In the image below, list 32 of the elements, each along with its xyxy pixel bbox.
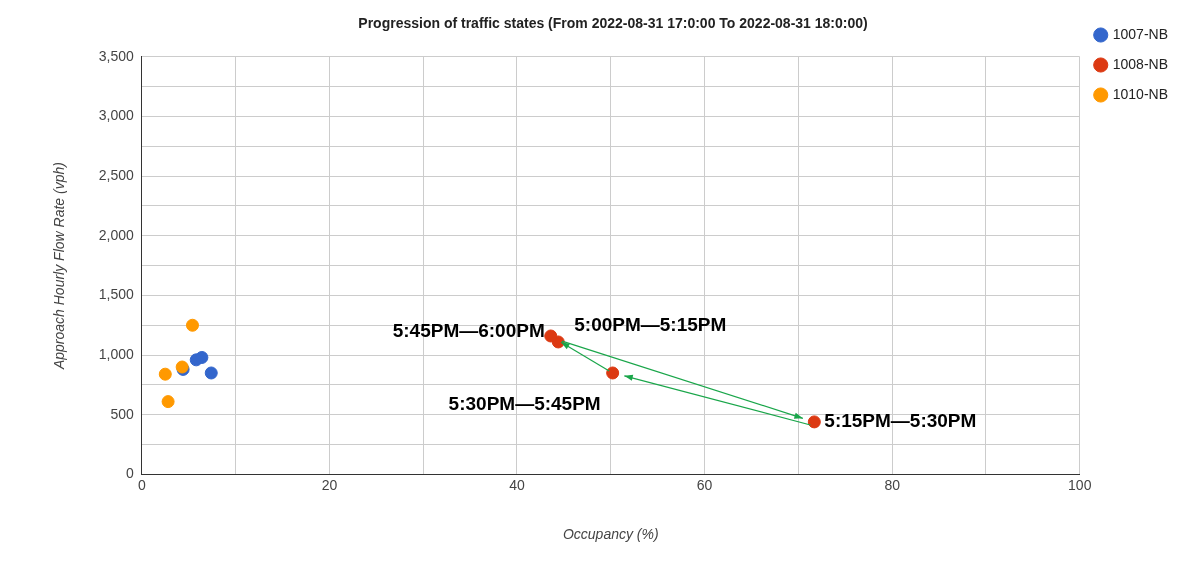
point	[544, 329, 558, 343]
y-axis-title: Approach Hourly Flow Rate (vph)	[51, 162, 68, 371]
point	[158, 367, 172, 381]
y-tick-label: 3,500	[98, 47, 135, 64]
y-tick-label: 3,000	[98, 107, 135, 124]
legend-label: 1008-NB	[1112, 55, 1169, 72]
chart-title: Progression of traffic states (From 2022-08-31 17:0:00 To 2022-08-31 18:0:00)	[358, 15, 868, 32]
y-tick-label: 1,000	[98, 345, 135, 362]
legend-label: 1007-NB	[1112, 25, 1169, 42]
y-tick-label: 0	[126, 465, 135, 482]
point	[195, 350, 209, 364]
y-tick-label: 1,500	[98, 286, 135, 303]
annotation: 5:15PM—5:30PM	[824, 410, 977, 432]
x-tick-label: 0	[137, 476, 146, 493]
legend-label: 1010-NB	[1112, 85, 1169, 102]
annotation: 5:00PM—5:15PM	[574, 314, 727, 336]
x-tick-label: 20	[321, 476, 338, 493]
annotation: 5:45PM—6:00PM	[392, 320, 545, 342]
point	[161, 395, 175, 409]
x-tick-label: 100	[1068, 476, 1092, 493]
point	[606, 366, 620, 380]
x-tick-label: 80	[884, 476, 901, 493]
y-tick-label: 2,500	[98, 166, 135, 183]
x-tick-label: 60	[696, 476, 713, 493]
x-tick-label: 40	[509, 476, 525, 493]
annotation: 5:30PM—5:45PM	[448, 393, 601, 415]
point	[204, 366, 218, 380]
y-tick-label: 2,000	[98, 226, 135, 243]
y-tick-label: 500	[110, 405, 135, 422]
point	[185, 318, 199, 332]
x-axis-title: Occupancy (%)	[562, 526, 659, 543]
point	[807, 415, 821, 429]
